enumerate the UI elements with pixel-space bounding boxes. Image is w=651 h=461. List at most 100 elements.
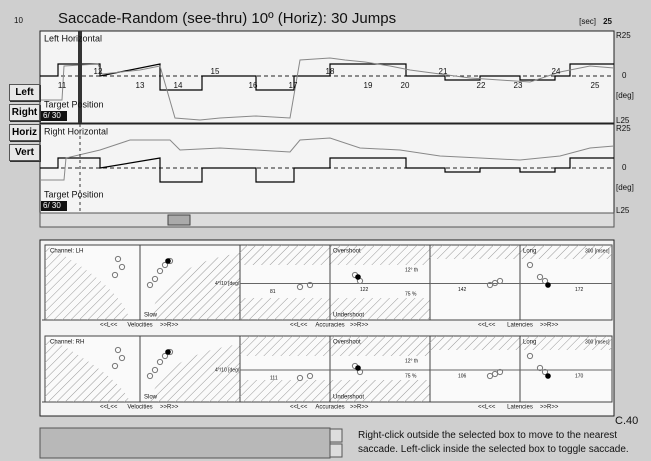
left-marker: <<L<< xyxy=(100,405,118,411)
jump-number: 20 xyxy=(401,81,410,90)
long-label: Long xyxy=(523,249,536,255)
sample-dot xyxy=(151,275,159,283)
jump-number: 13 xyxy=(136,81,145,90)
trace-panel[interactable] xyxy=(39,30,615,124)
sample-dot xyxy=(111,271,119,279)
sample-dot xyxy=(161,352,169,360)
latency-threshold: 300 [msec] xyxy=(585,248,610,254)
under-region xyxy=(240,298,430,320)
right-marker: >>R>> xyxy=(160,405,179,411)
target-label: Target Position xyxy=(44,189,104,199)
input-box[interactable] xyxy=(39,427,331,459)
left-marker: <<L<< xyxy=(290,323,308,329)
sample-dot xyxy=(526,352,534,360)
sample-dot xyxy=(111,362,119,370)
trace-title: Right Horizontal xyxy=(44,126,108,136)
over-region xyxy=(240,336,430,356)
target-trace xyxy=(40,157,614,183)
over-threshold: 12° th xyxy=(405,267,418,273)
sample-dot xyxy=(536,273,544,281)
jump-number: 12 xyxy=(94,67,103,76)
sample-dot xyxy=(491,279,499,287)
sample-dot xyxy=(496,277,504,285)
scrollbar[interactable] xyxy=(39,212,615,228)
scroll-thumb[interactable] xyxy=(167,214,191,226)
scale-top: R25 xyxy=(616,31,631,40)
latency-left: 106 xyxy=(458,373,467,379)
scale-bottom: L25 xyxy=(616,206,630,215)
under-threshold: 75 % xyxy=(405,373,417,379)
long-region xyxy=(430,245,612,259)
accuracy-label: Accuracies xyxy=(315,405,344,411)
right-marker: >>R>> xyxy=(540,405,559,411)
selected-dot[interactable] xyxy=(545,373,551,379)
code-label: C.40 xyxy=(615,415,638,427)
sample-dot xyxy=(306,372,314,380)
scale-unit: [deg] xyxy=(616,91,634,100)
sample-dot xyxy=(496,368,504,376)
slow-region xyxy=(45,245,130,320)
scale-zero: 0 xyxy=(622,163,627,172)
sample-dot xyxy=(306,281,314,289)
jump-number: 17 xyxy=(289,81,298,90)
accuracy-left: 81 xyxy=(270,289,276,295)
selected-dot[interactable] xyxy=(545,282,551,288)
side-button[interactable]: Right xyxy=(9,104,40,121)
under-threshold: 75 % xyxy=(405,291,417,297)
velocity-threshold: 4°/10 [deg/s] xyxy=(215,367,244,373)
jump-number: 21 xyxy=(439,67,448,76)
scale-bottom: L25 xyxy=(616,116,630,125)
right-marker: >>R>> xyxy=(350,405,369,411)
sample-dot xyxy=(296,283,304,291)
selected-dot[interactable] xyxy=(165,258,171,264)
jump-number: 19 xyxy=(364,81,373,90)
selected-dot[interactable] xyxy=(355,365,361,371)
scroll-down[interactable] xyxy=(329,443,343,458)
slow-region xyxy=(150,344,240,402)
window-title: Saccade-Random (see-thru) 10º (Horiz): 3… xyxy=(58,10,396,27)
counter-box xyxy=(41,201,67,211)
overshoot-label: Overshoot xyxy=(333,249,361,255)
sample-dot xyxy=(296,374,304,382)
eye-trace xyxy=(40,137,615,181)
sample-dot xyxy=(114,346,122,354)
slow-region xyxy=(45,336,130,402)
side-button[interactable]: Left xyxy=(9,84,40,101)
selected-dot[interactable] xyxy=(355,274,361,280)
end-label: 25 xyxy=(603,17,612,26)
counter: 6/ 30 xyxy=(43,111,61,120)
selected-dot[interactable] xyxy=(165,349,171,355)
latency-threshold: 300 [msec] xyxy=(585,339,610,345)
sample-dot xyxy=(526,261,534,269)
left-marker: <<L<< xyxy=(100,323,118,329)
sample-dot xyxy=(146,372,154,380)
counter: 6/ 30 xyxy=(43,201,61,210)
trace-title: Left Horizontal xyxy=(44,33,102,43)
jump-number: 14 xyxy=(174,81,183,90)
right-marker: >>R>> xyxy=(540,323,559,329)
accuracy-left: 111 xyxy=(270,375,278,381)
undershoot-label: Undershoot xyxy=(333,313,364,319)
cursor[interactable] xyxy=(78,31,82,123)
sample-dot xyxy=(118,263,126,271)
velocity-label: Velocities xyxy=(127,323,152,329)
scroll-up[interactable] xyxy=(329,428,343,443)
jump-number: 23 xyxy=(514,81,523,90)
over-threshold: 12° th xyxy=(405,358,418,364)
over-region xyxy=(240,245,430,265)
sample-dot xyxy=(156,267,164,275)
sample-dot xyxy=(491,370,499,378)
latency-right: 170 xyxy=(575,373,584,379)
side-button[interactable]: Horiz xyxy=(9,124,40,141)
left-marker: <<L<< xyxy=(290,405,308,411)
eye-trace xyxy=(40,57,615,121)
jump-number: 16 xyxy=(249,81,258,90)
sample-dot xyxy=(161,261,169,269)
hint-text: Right-click outside the selected box to … xyxy=(358,430,629,455)
side-button[interactable]: Vert xyxy=(9,144,40,161)
target-label: Target Position xyxy=(44,99,104,109)
velocity-label: Velocities xyxy=(127,405,152,411)
slow-label: Slow xyxy=(144,395,158,401)
